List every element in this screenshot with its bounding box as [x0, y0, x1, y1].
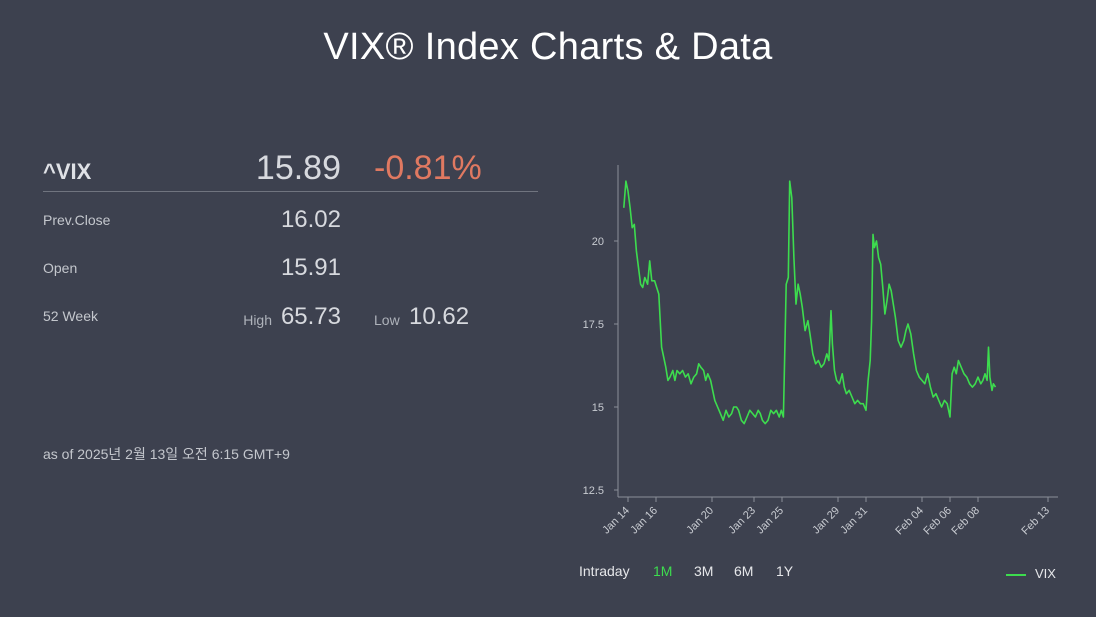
- range-tab-6m[interactable]: 6M: [734, 563, 754, 579]
- range-tab-1y[interactable]: 1Y: [776, 563, 794, 579]
- range-tab-intraday[interactable]: Intraday: [579, 563, 630, 579]
- chart-legend: VIX: [1006, 566, 1076, 584]
- x-tick-label: Jan 23: [726, 505, 758, 537]
- y-tick-label: 20: [592, 236, 604, 248]
- vix-series-line: [623, 180, 997, 425]
- x-tick-label: Feb 04: [893, 505, 926, 538]
- week52-label: 52 Week: [43, 308, 98, 324]
- open-value: 15.91: [280, 254, 341, 281]
- y-tick-label: 15: [592, 402, 604, 414]
- range-tab-3m[interactable]: 3M: [694, 563, 714, 579]
- legend-label: VIX: [1035, 566, 1056, 581]
- x-tick-label: Jan 29: [810, 505, 842, 537]
- low-label: Low: [374, 312, 400, 328]
- y-tick-label: 17.5: [583, 319, 604, 331]
- low-value: 10.62: [409, 303, 470, 330]
- legend-swatch: [1006, 574, 1026, 576]
- prev-close-value: 16.02: [280, 206, 341, 233]
- x-tick-label: Jan 31: [838, 505, 870, 537]
- x-tick-label: Jan 16: [628, 505, 660, 537]
- x-tick-label: Jan 20: [684, 505, 716, 537]
- page-title: VIX® Index Charts & Data: [323, 26, 773, 68]
- x-tick-label: Jan 14: [600, 505, 632, 537]
- x-tick-label: Feb 08: [949, 505, 982, 538]
- quote-header: ^VIX 15.89 -0.81%: [43, 148, 538, 192]
- last-price: 15.89: [255, 149, 341, 187]
- x-tick-label: Feb 06: [921, 505, 954, 538]
- high-label: High: [243, 312, 272, 328]
- x-tick-label: Jan 25: [754, 505, 786, 537]
- high-value: 65.73: [280, 303, 341, 330]
- range-tab-1m[interactable]: 1M: [653, 563, 673, 579]
- as-of-timestamp: as of 2025년 2월 13일 오전 6:15 GMT+9: [43, 446, 290, 462]
- change-percent: -0.81%: [374, 149, 482, 187]
- open-label: Open: [43, 260, 78, 276]
- y-tick-label: 12.5: [583, 485, 604, 497]
- x-tick-label: Feb 13: [1019, 505, 1052, 538]
- prev-close-label: Prev.Close: [43, 212, 111, 228]
- ticker-symbol: ^VIX: [43, 159, 92, 184]
